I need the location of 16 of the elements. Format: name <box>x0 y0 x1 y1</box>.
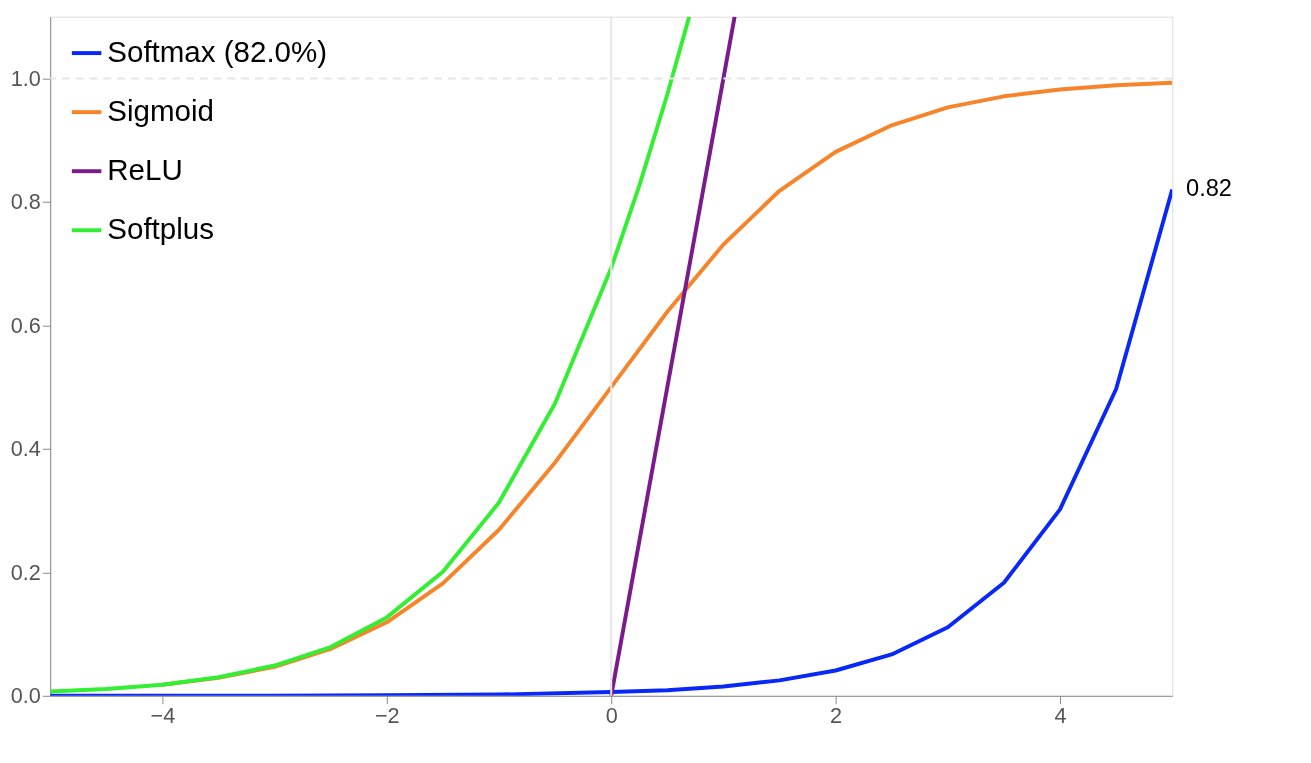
y-tick-label: 0.0 <box>10 683 41 709</box>
x-tick-label: 2 <box>830 702 843 728</box>
x-tick-label: 0 <box>605 702 618 728</box>
legend-label: Sigmoid <box>107 94 214 127</box>
legend-label: Softplus <box>107 212 214 246</box>
y-tick-label: 0.2 <box>10 559 41 585</box>
y-tick-label: 0.6 <box>10 312 41 338</box>
legend-label: ReLU <box>107 153 183 187</box>
x-tick-label: −2 <box>374 702 400 728</box>
x-tick-label: −4 <box>150 702 176 728</box>
y-tick-label: 1.0 <box>10 65 41 91</box>
annotation: 0.82 <box>1186 175 1232 202</box>
legend-label: Softmax (82.0%) <box>107 34 328 68</box>
x-tick-label: 4 <box>1054 702 1067 728</box>
y-tick-label: 0.8 <box>10 189 41 215</box>
y-tick-label: 0.4 <box>10 436 41 462</box>
